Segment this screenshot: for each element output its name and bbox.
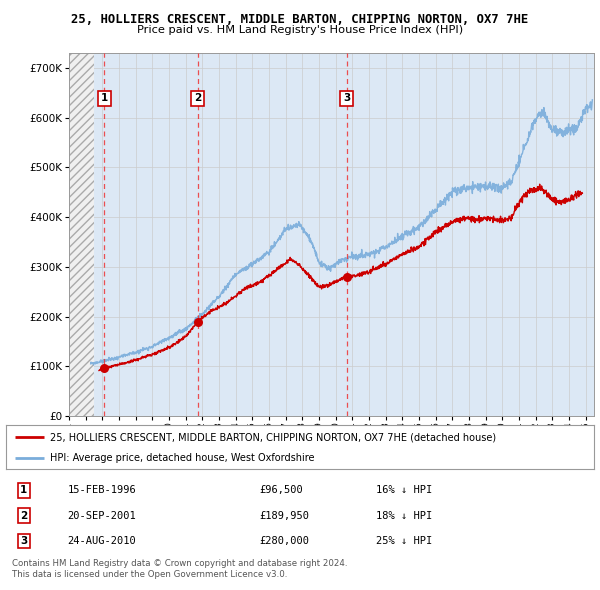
Text: 25, HOLLIERS CRESCENT, MIDDLE BARTON, CHIPPING NORTON, OX7 7HE: 25, HOLLIERS CRESCENT, MIDDLE BARTON, CH… <box>71 13 529 26</box>
Text: HPI: Average price, detached house, West Oxfordshire: HPI: Average price, detached house, West… <box>50 453 314 463</box>
Text: 24-AUG-2010: 24-AUG-2010 <box>68 536 136 546</box>
Bar <box>69 53 94 416</box>
Text: 25% ↓ HPI: 25% ↓ HPI <box>376 536 433 546</box>
Text: £96,500: £96,500 <box>259 486 302 495</box>
Text: 1: 1 <box>101 93 108 103</box>
Text: 16% ↓ HPI: 16% ↓ HPI <box>376 486 433 495</box>
Text: Price paid vs. HM Land Registry's House Price Index (HPI): Price paid vs. HM Land Registry's House … <box>137 25 463 35</box>
Text: 20-SEP-2001: 20-SEP-2001 <box>68 510 136 520</box>
Text: £280,000: £280,000 <box>259 536 309 546</box>
Text: 15-FEB-1996: 15-FEB-1996 <box>68 486 136 495</box>
Text: 3: 3 <box>343 93 350 103</box>
Text: 2: 2 <box>194 93 201 103</box>
Text: 3: 3 <box>20 536 27 546</box>
Text: 1: 1 <box>20 486 27 495</box>
Text: 25, HOLLIERS CRESCENT, MIDDLE BARTON, CHIPPING NORTON, OX7 7HE (detached house): 25, HOLLIERS CRESCENT, MIDDLE BARTON, CH… <box>50 432 496 442</box>
Text: £189,950: £189,950 <box>259 510 309 520</box>
Text: Contains HM Land Registry data © Crown copyright and database right 2024.
This d: Contains HM Land Registry data © Crown c… <box>12 559 347 579</box>
Text: 2: 2 <box>20 510 27 520</box>
Text: 18% ↓ HPI: 18% ↓ HPI <box>376 510 433 520</box>
